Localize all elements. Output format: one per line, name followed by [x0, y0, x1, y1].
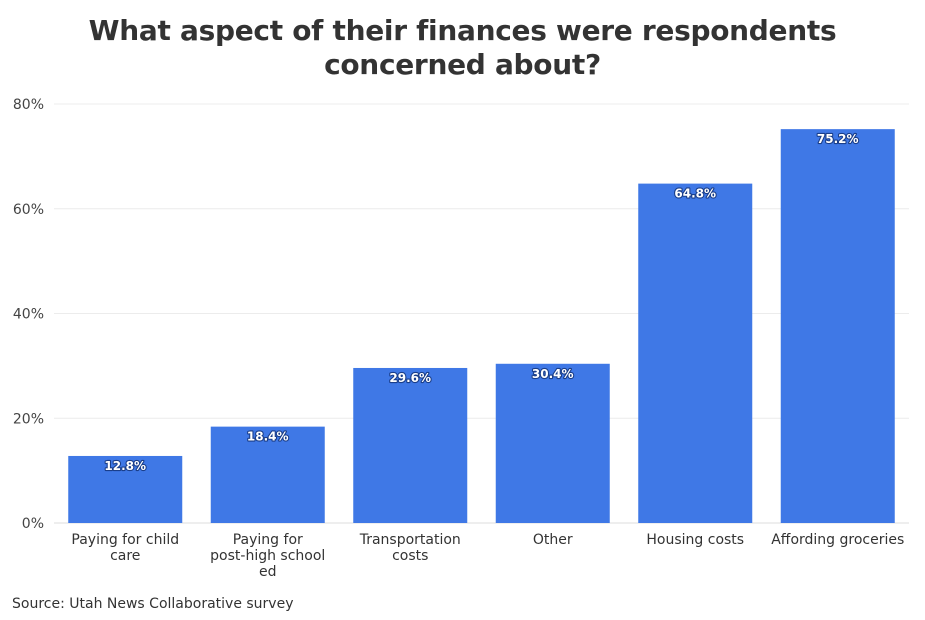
x-tick-label: Affording groceries — [771, 532, 904, 548]
bar — [353, 367, 468, 523]
y-tick-label: 80% — [13, 97, 44, 113]
data-label: 18.4% — [247, 430, 289, 444]
gridlines — [54, 103, 909, 524]
data-label: 75.2% — [817, 132, 859, 146]
x-tick-label: Other — [533, 532, 573, 548]
x-tick-label: Paying for post-high school ed — [210, 532, 325, 580]
bars — [68, 129, 895, 524]
data-label: 64.8% — [674, 187, 716, 201]
bar — [638, 183, 753, 524]
bar — [210, 426, 325, 523]
y-tick-label: 40% — [13, 307, 44, 323]
x-axis: Paying for child care Paying for post-high … — [71, 532, 904, 580]
y-tick-label: 60% — [13, 202, 44, 218]
bar — [68, 455, 183, 523]
y-tick-label: 20% — [13, 411, 44, 427]
data-labels: 12.8% 18.4% 29.6% 30.4% 64.8% 75.2% — [103, 131, 859, 474]
source-note: Source: Utah News Collaborative survey — [12, 596, 294, 612]
data-label: 29.6% — [389, 371, 431, 385]
bar — [495, 363, 610, 523]
bar — [780, 129, 895, 523]
x-tick-label: Transportation costs — [359, 532, 461, 564]
chart-title: What aspect of their finances were respo… — [88, 14, 837, 81]
x-tick-label: Paying for child care — [71, 532, 179, 564]
x-tick-label: Housing costs — [646, 532, 744, 548]
y-tick-label: 0% — [22, 516, 44, 532]
data-label: 30.4% — [532, 367, 574, 381]
y-axis: 0% 20% 40% 60% 80% — [13, 97, 44, 532]
data-label: 12.8% — [104, 459, 146, 473]
